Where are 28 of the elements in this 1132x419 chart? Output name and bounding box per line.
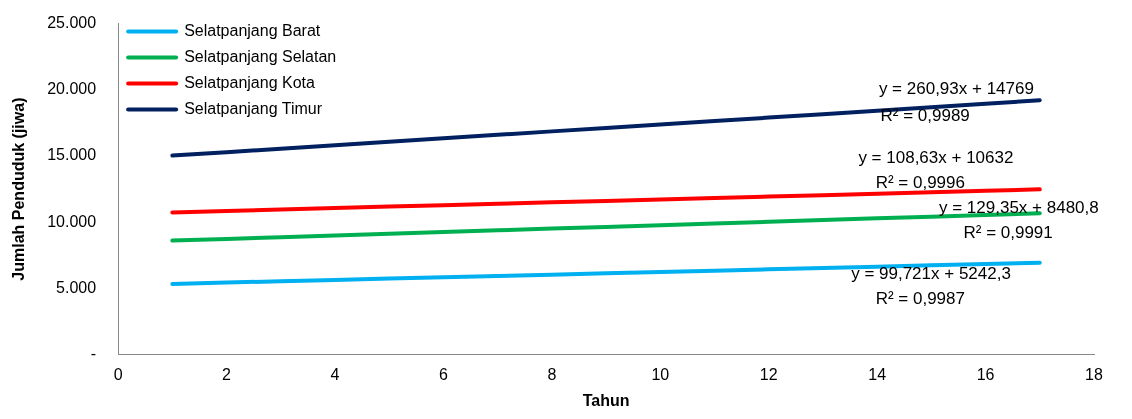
x-tick-label: 6 [438, 365, 448, 383]
legend-label: Selatpanjang Barat [184, 22, 321, 40]
annotation: y = 108,63x + 10632 [858, 147, 1014, 167]
x-tick-label: 18 [1085, 365, 1103, 383]
x-axis-title: Tahun [582, 391, 630, 409]
x-tick-label: 8 [547, 365, 557, 383]
x-tick-label: 10 [651, 365, 670, 383]
y-axis-title: Jumlah Penduduk (jiwa) [10, 97, 28, 281]
y-tick-label: 25.000 [47, 14, 97, 32]
y-tick-label: 15.000 [47, 146, 97, 164]
annotation: y = 99,721x + 5242,3 [851, 264, 1011, 284]
legend-label: Selatpanjang Timur [184, 100, 323, 118]
legend-label: Selatpanjang Selatan [184, 48, 337, 66]
x-tick-label: 2 [222, 365, 232, 383]
annotation: R² = 0,9991 [963, 222, 1053, 242]
x-tick-label: 4 [330, 365, 340, 383]
x-tick-label: 14 [868, 365, 887, 383]
y-tick-label: 10.000 [47, 212, 97, 230]
y-tick-label: 20.000 [47, 80, 97, 98]
annotation: R² = 0,9996 [875, 172, 965, 192]
y-tick-label: - [90, 345, 97, 363]
x-tick-label: 0 [113, 365, 123, 383]
y-tick-label: 5.000 [56, 278, 97, 296]
annotation: R² = 0,9987 [875, 289, 965, 309]
legend-label: Selatpanjang Kota [184, 74, 316, 92]
x-tick-label: 16 [976, 365, 995, 383]
x-tick-label: 12 [759, 365, 778, 383]
annotation: y = 260,93x + 14769 [878, 79, 1034, 99]
